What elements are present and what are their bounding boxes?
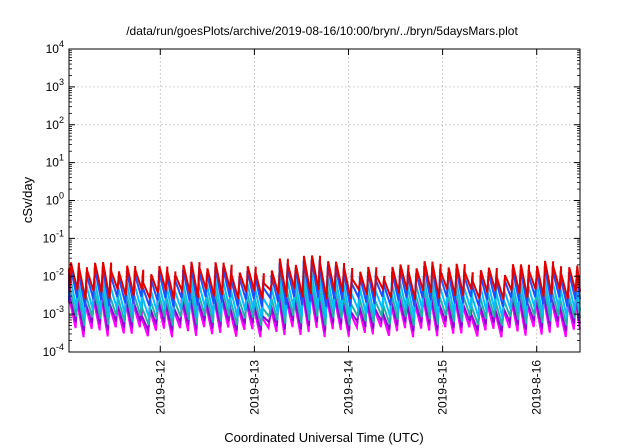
y-tick-label: 102: [46, 115, 64, 132]
y-tick-layer: 10-4 10-3 10-2 10-1 100 101 102 103 104: [43, 39, 580, 359]
y-tick-label: 104: [46, 39, 64, 56]
y-axis-label: cSv/day: [20, 176, 35, 223]
x-tick-label: 2019-8-15: [436, 360, 450, 415]
y-tick-label: 10-3: [43, 304, 64, 321]
x-tick-label: 2019-8-14: [341, 360, 355, 415]
x-tick-label: 2019-8-16: [530, 360, 544, 415]
y-tick-label: 101: [46, 153, 64, 170]
x-tick-layer: 2019-8-12 2019-8-13 2019-8-14 2019-8-15 2019…: [153, 49, 544, 415]
series-line-6: [68, 255, 581, 300]
y-tick-label: 103: [46, 77, 64, 94]
x-tick-label: 2019-8-13: [247, 360, 261, 415]
series-layer: [68, 255, 581, 338]
x-axis-label: Coordinated Universal Time (UTC): [224, 430, 423, 445]
y-tick-label: 100: [46, 191, 64, 208]
y-tick-label: 10-1: [43, 228, 64, 245]
chart-title: /data/run/goesPlots/archive/2019-08-16/1…: [126, 24, 518, 38]
y-tick-label: 10-2: [43, 266, 64, 283]
y-tick-label: 10-4: [43, 342, 64, 359]
x-tick-label: 2019-8-12: [153, 360, 167, 415]
